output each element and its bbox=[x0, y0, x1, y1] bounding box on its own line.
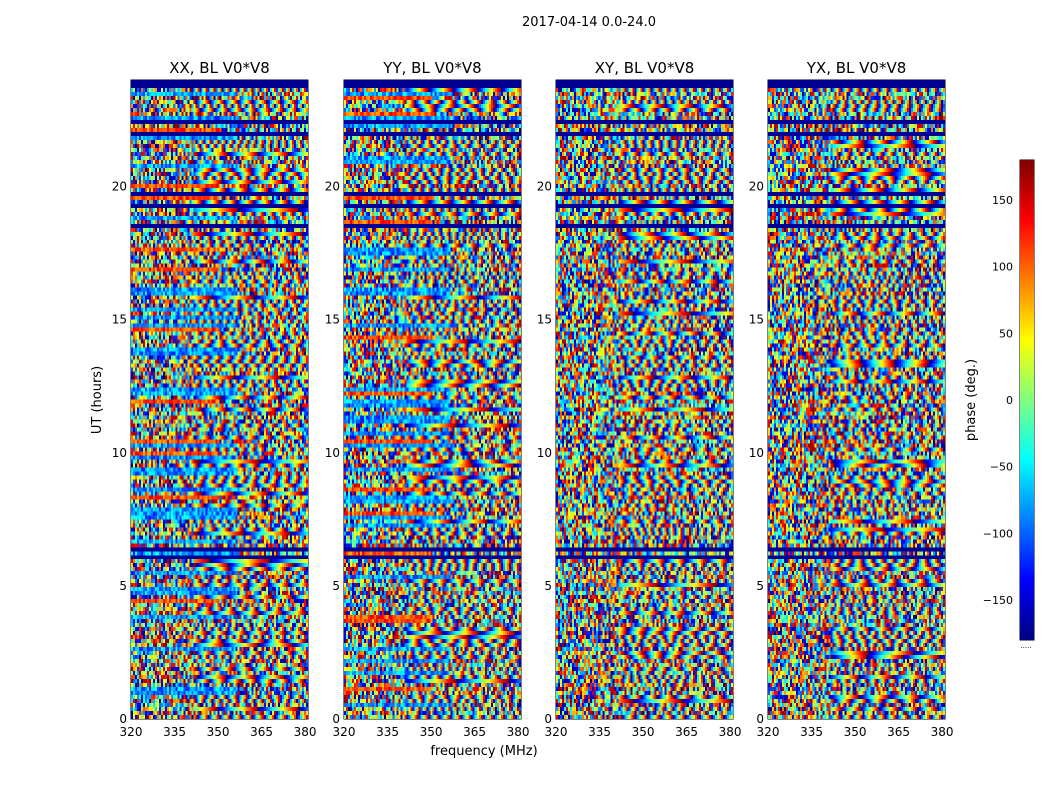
x-tick-label: 335 bbox=[163, 725, 186, 739]
heatmap-image-panel-1 bbox=[131, 80, 308, 719]
x-tick-label: 380 bbox=[719, 725, 742, 739]
y-tick-label: 15 bbox=[537, 313, 552, 327]
x-tick-label: 380 bbox=[507, 725, 530, 739]
y-tick-label: 10 bbox=[537, 446, 552, 460]
x-tick-label: 335 bbox=[376, 725, 399, 739]
x-tick-label: 320 bbox=[545, 725, 568, 739]
y-axis-label: UT (hours) bbox=[90, 366, 105, 434]
colorbar-tick-label: −100 bbox=[983, 527, 1013, 540]
heatmap-image-panel-4 bbox=[768, 80, 945, 719]
x-tick-label: 320 bbox=[333, 725, 356, 739]
x-tick-label: 350 bbox=[844, 725, 867, 739]
colorbar-extra-label: ..... bbox=[1020, 642, 1031, 650]
colorbar-tick-label: 0 bbox=[1006, 394, 1013, 407]
x-tick-label: 320 bbox=[120, 725, 143, 739]
y-tick-label: 0 bbox=[332, 712, 340, 726]
colorbar bbox=[1020, 160, 1034, 640]
colorbar-tick-label: −150 bbox=[983, 594, 1013, 607]
x-tick-label: 335 bbox=[800, 725, 823, 739]
colorbar-label: phase (deg.) bbox=[964, 359, 979, 441]
y-tick-label: 0 bbox=[119, 712, 127, 726]
y-tick-label: 20 bbox=[537, 180, 552, 194]
colorbar-tick-label: 100 bbox=[992, 261, 1013, 274]
x-tick-label: 350 bbox=[632, 725, 655, 739]
heatmap-image-panel-3 bbox=[556, 80, 733, 719]
x-tick-label: 365 bbox=[887, 725, 910, 739]
y-tick-label: 5 bbox=[756, 579, 764, 593]
y-tick-label: 15 bbox=[749, 313, 764, 327]
y-tick-label: 5 bbox=[332, 579, 340, 593]
panel-title-2: YY, BL V0*V8 bbox=[382, 59, 481, 77]
x-tick-label: 365 bbox=[250, 725, 273, 739]
y-tick-label: 10 bbox=[112, 446, 127, 460]
y-tick-label: 5 bbox=[119, 579, 127, 593]
y-tick-label: 15 bbox=[112, 313, 127, 327]
y-tick-label: 5 bbox=[544, 579, 552, 593]
y-tick-label: 20 bbox=[112, 180, 127, 194]
x-tick-label: 365 bbox=[675, 725, 698, 739]
heatmap-image-panel-2 bbox=[344, 80, 521, 719]
x-tick-label: 320 bbox=[757, 725, 780, 739]
x-tick-label: 380 bbox=[294, 725, 317, 739]
y-tick-label: 10 bbox=[749, 446, 764, 460]
colorbar-tick-label: 50 bbox=[999, 327, 1013, 340]
y-tick-label: 20 bbox=[325, 180, 340, 194]
x-tick-label: 365 bbox=[463, 725, 486, 739]
y-tick-label: 10 bbox=[325, 446, 340, 460]
panel-title-1: XX, BL V0*V8 bbox=[169, 59, 270, 77]
panel-title-3: XY, BL V0*V8 bbox=[595, 59, 695, 77]
x-tick-label: 380 bbox=[931, 725, 954, 739]
x-tick-label: 350 bbox=[207, 725, 230, 739]
x-tick-label: 335 bbox=[588, 725, 611, 739]
x-axis-label: frequency (MHz) bbox=[430, 744, 537, 759]
panel-title-4: YX, BL V0*V8 bbox=[806, 59, 907, 77]
figure-suptitle: 2017-04-14 0.0-24.0 bbox=[522, 15, 656, 30]
colorbar-tick-label: −50 bbox=[990, 461, 1013, 474]
x-tick-label: 350 bbox=[420, 725, 443, 739]
y-tick-label: 20 bbox=[749, 180, 764, 194]
y-tick-label: 0 bbox=[756, 712, 764, 726]
y-tick-label: 0 bbox=[544, 712, 552, 726]
y-tick-label: 15 bbox=[325, 313, 340, 327]
colorbar-tick-label: 150 bbox=[992, 194, 1013, 207]
